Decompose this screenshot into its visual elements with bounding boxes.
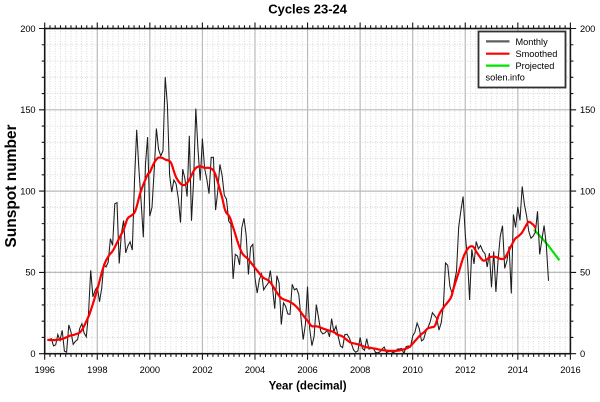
svg-text:0: 0 bbox=[30, 349, 35, 359]
svg-text:Sunspot number: Sunspot number bbox=[3, 124, 20, 247]
svg-text:Cycles 23-24: Cycles 23-24 bbox=[268, 2, 348, 17]
svg-text:Projected: Projected bbox=[516, 61, 555, 71]
svg-text:150: 150 bbox=[20, 105, 35, 115]
svg-text:Monthly: Monthly bbox=[516, 37, 549, 47]
svg-text:2012: 2012 bbox=[455, 365, 475, 375]
svg-text:Year (decimal): Year (decimal) bbox=[269, 381, 347, 393]
svg-text:2000: 2000 bbox=[140, 365, 160, 375]
svg-text:solen.info: solen.info bbox=[486, 73, 525, 83]
svg-text:1998: 1998 bbox=[87, 365, 107, 375]
svg-text:1996: 1996 bbox=[35, 365, 55, 375]
svg-text:2002: 2002 bbox=[192, 365, 212, 375]
svg-text:2008: 2008 bbox=[350, 365, 370, 375]
svg-text:2004: 2004 bbox=[245, 365, 265, 375]
svg-text:150: 150 bbox=[580, 105, 595, 115]
svg-text:50: 50 bbox=[580, 268, 590, 278]
svg-text:2016: 2016 bbox=[560, 365, 580, 375]
svg-text:100: 100 bbox=[20, 186, 35, 196]
svg-text:0: 0 bbox=[580, 349, 585, 359]
svg-text:100: 100 bbox=[580, 186, 595, 196]
svg-text:200: 200 bbox=[20, 24, 35, 34]
svg-text:50: 50 bbox=[25, 268, 35, 278]
svg-text:Smoothed: Smoothed bbox=[516, 49, 558, 59]
svg-text:200: 200 bbox=[580, 24, 595, 34]
svg-text:2010: 2010 bbox=[403, 365, 423, 375]
svg-text:2014: 2014 bbox=[508, 365, 528, 375]
svg-text:2006: 2006 bbox=[297, 365, 317, 375]
